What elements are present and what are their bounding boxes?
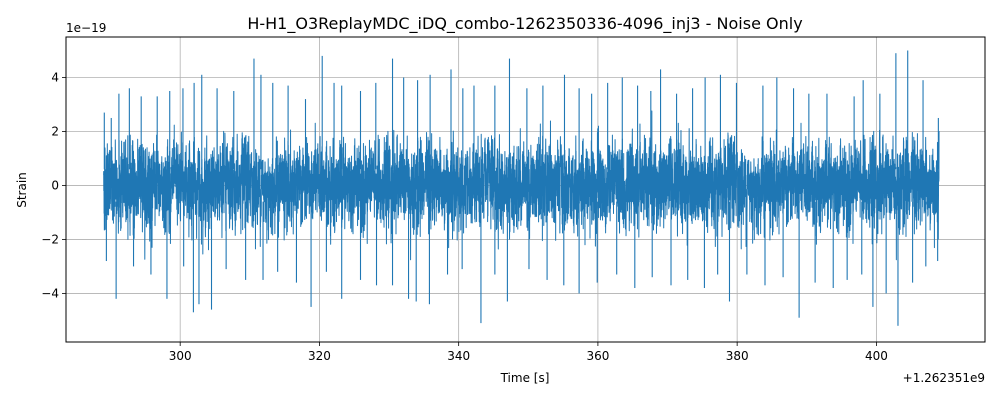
x-tick-label: 400 — [865, 349, 888, 363]
strain-trace — [103, 110, 940, 261]
chart-title: H-H1_O3ReplayMDC_iDQ_combo-1262350336-40… — [247, 14, 802, 34]
x-axis: 300 320 340 360 380 400 — [169, 342, 888, 363]
y-tick-label: 4 — [51, 70, 59, 84]
series-group — [103, 50, 940, 326]
y-tick-label: −2 — [41, 232, 59, 246]
x-tick-label: 300 — [169, 349, 192, 363]
x-axis-label: Time [s] — [500, 371, 550, 385]
x-tick-label: 340 — [447, 349, 470, 363]
y-tick-label: 0 — [51, 178, 59, 192]
x-offset-label: +1.262351e9 — [903, 371, 985, 385]
x-tick-label: 360 — [586, 349, 609, 363]
plot-area — [103, 50, 940, 326]
y-tick-label: −4 — [41, 286, 59, 300]
y-axis: −4 −2 0 2 4 — [41, 70, 66, 300]
y-scale-label: 1e−19 — [66, 21, 106, 35]
axes-frame — [65, 36, 986, 343]
y-axis-label: Strain — [15, 172, 29, 208]
y-tick-label: 2 — [51, 124, 59, 138]
x-tick-label: 320 — [308, 349, 331, 363]
x-tick-label: 380 — [726, 349, 749, 363]
